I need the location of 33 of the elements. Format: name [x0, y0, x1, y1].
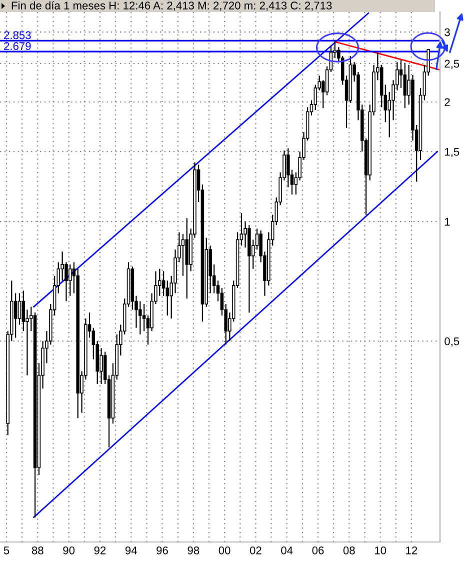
x-tick-label: 08: [343, 546, 355, 554]
x-tick-label: 02: [250, 546, 262, 554]
candlestick: [68, 264, 72, 296]
x-tick-label: 00: [218, 546, 230, 554]
ref-line-label: 2.679: [4, 42, 31, 50]
x-tick-label: 92: [94, 546, 106, 554]
x-tick-label: 06: [312, 546, 324, 554]
x-tick-label: 12: [406, 546, 418, 554]
candlestick: [314, 84, 318, 110]
candlestick: [100, 348, 103, 385]
y-tick-label: 2,5: [444, 60, 460, 69]
x-tick-label: 5: [4, 546, 10, 554]
x-tick-label: 10: [374, 546, 386, 554]
candlestick: [166, 280, 170, 316]
candlestick: [18, 292, 22, 326]
x-tick-label: 98: [188, 546, 200, 554]
x-tick-label: 90: [63, 546, 75, 554]
y-tick-label: 2: [444, 98, 450, 106]
candlestick: [181, 234, 185, 276]
candlestick: [162, 270, 166, 296]
x-tick-label: 94: [125, 546, 137, 554]
candlestick: [14, 292, 18, 338]
y-tick-label: 1: [445, 218, 450, 226]
chart-title: Fin de día 1 meses H: 12:46 A: 2,413 M: 2,720 m: 2,413 C: 2,713: [12, 1, 332, 11]
x-tick-label: 88: [32, 546, 44, 554]
candlestick: [142, 303, 146, 332]
y-tick-label: 0,5: [444, 337, 460, 347]
x-tick-label: 96: [156, 546, 168, 554]
candlestick: [403, 62, 407, 109]
y-tick-label: 3: [444, 28, 450, 36]
y-tick-label: 1,5: [445, 148, 460, 158]
x-tick-label: 04: [281, 546, 293, 554]
ref-line-label: 2.853: [4, 31, 31, 40]
